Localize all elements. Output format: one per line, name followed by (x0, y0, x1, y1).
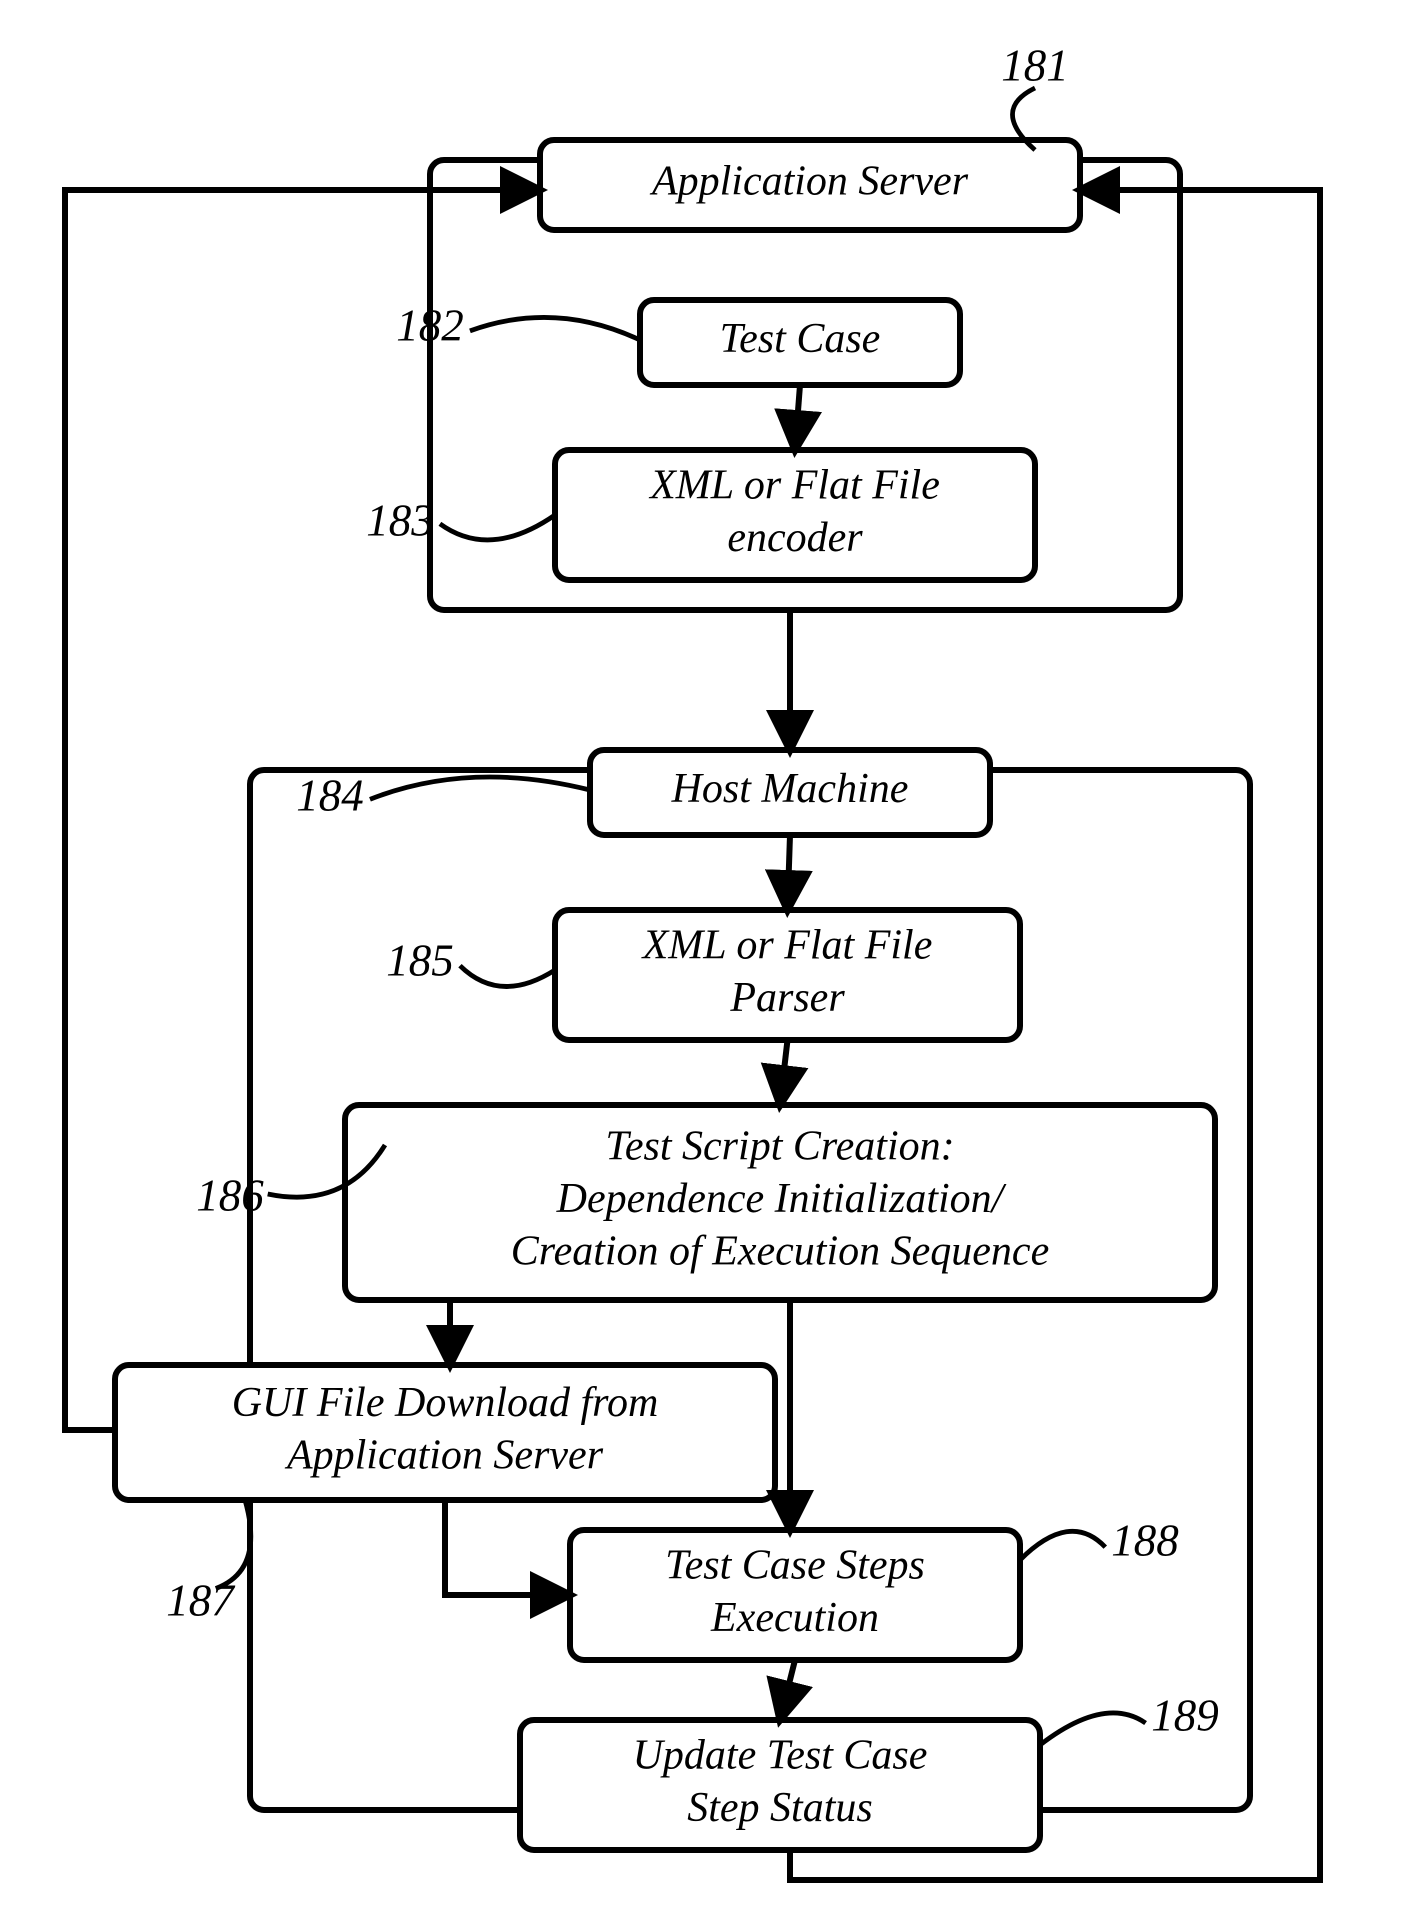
encoder-label-line-0: XML or Flat File (648, 462, 940, 508)
ref-label-185: 185 (386, 935, 454, 985)
script-label-line-2: Creation of Execution Sequence (511, 1229, 1049, 1275)
update-label-line-0: Update Test Case (633, 1732, 928, 1778)
leader-185 (460, 966, 555, 987)
ref-label-181: 181 (1001, 40, 1069, 90)
app_server-label: Application Server (649, 159, 969, 205)
gui-label-line-1: Application Server (284, 1432, 604, 1478)
script-label-line-1: Dependence Initialization/ (556, 1176, 1007, 1222)
arrow-2 (788, 835, 791, 910)
parser-label-line-1: Parser (729, 975, 845, 1021)
ref-label-182: 182 (396, 300, 464, 350)
leader-183 (440, 515, 555, 540)
update-label-line-1: Step Status (687, 1785, 873, 1831)
ref-label-184: 184 (296, 770, 364, 820)
exec-label-line-1: Execution (710, 1595, 879, 1641)
host_machine-label: Host Machine (671, 766, 909, 812)
leader-182 (470, 317, 640, 340)
ref-label-183: 183 (366, 495, 434, 545)
arrow-6 (780, 1660, 795, 1720)
leader-184 (370, 777, 590, 799)
elbow-arrow-0 (445, 1500, 570, 1595)
ref-label-186: 186 (196, 1170, 264, 1220)
exec-label-line-0: Test Case Steps (665, 1542, 925, 1588)
arrow-0 (795, 385, 800, 450)
ref-label-189: 189 (1151, 1690, 1219, 1740)
test_case-label: Test Case (720, 316, 881, 362)
arrow-3 (780, 1040, 788, 1105)
gui-label-line-0: GUI File Download from (232, 1380, 659, 1426)
parser-label-line-0: XML or Flat File (641, 922, 933, 968)
leader-188 (1020, 1531, 1105, 1560)
script-label-line-0: Test Script Creation: (605, 1124, 954, 1170)
encoder-label-line-1: encoder (727, 515, 863, 561)
leader-189 (1040, 1713, 1146, 1745)
ref-label-188: 188 (1111, 1515, 1179, 1565)
